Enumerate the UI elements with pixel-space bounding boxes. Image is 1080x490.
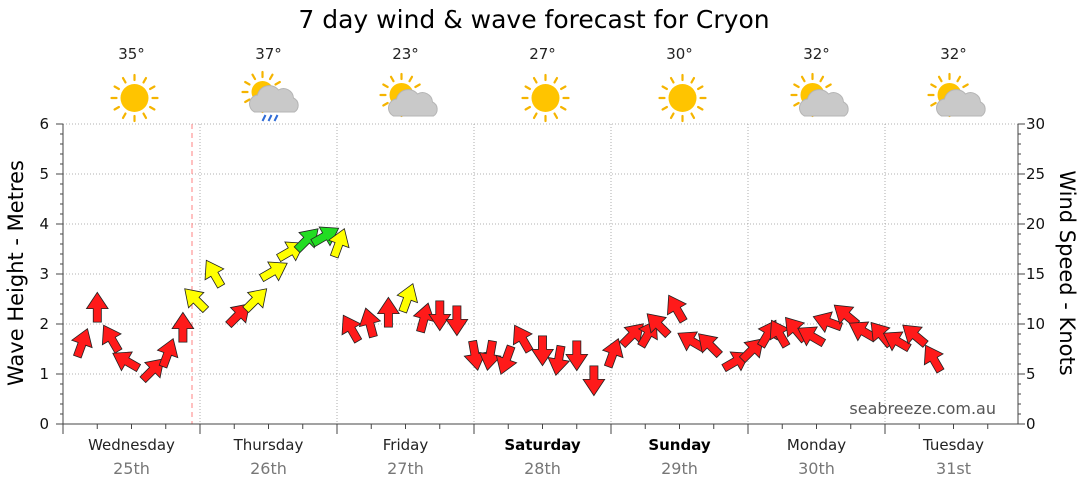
wind-arrow-point (833, 304, 861, 328)
wind-arrow-point (666, 294, 688, 324)
wind-arrow-point (769, 319, 791, 349)
y-left-tick-label: 2 (39, 315, 49, 333)
day-label: Monday (787, 436, 846, 454)
wind-arrow-point (582, 365, 606, 397)
temperature-label: 27° (529, 45, 556, 63)
wind-arrow-point (412, 302, 436, 334)
day-label: Saturday (504, 436, 581, 454)
wind-arrow-point (882, 331, 912, 353)
y-right-tick-label: 0 (1026, 415, 1036, 433)
wind-arrow-point (445, 305, 469, 337)
date-label: 31st (936, 459, 971, 478)
day-label: Sunday (648, 436, 711, 454)
wind-arrow-point (923, 344, 945, 374)
date-label: 25th (113, 459, 150, 478)
sun-cloud-icon (790, 72, 849, 118)
y-right-tick-label: 10 (1026, 315, 1045, 333)
wind-arrow-point (156, 338, 179, 369)
wind-arrow-point (797, 326, 827, 348)
wind-arrow-point (547, 344, 571, 376)
date-label: 29th (661, 459, 698, 478)
y-axis-left-title: Wave Height - Metres (4, 160, 28, 386)
wind-arrow-point (258, 261, 288, 283)
y-right-tick-label: 15 (1026, 265, 1045, 283)
day-label: Tuesday (922, 436, 984, 454)
sun-cloud-icon (927, 72, 986, 118)
day-label: Thursday (233, 436, 304, 454)
wind-arrow-point (601, 338, 624, 369)
wind-arrow-point (171, 311, 195, 343)
sun-icon (110, 73, 159, 123)
wind-arrow-point (428, 300, 452, 332)
y-left-tick-label: 6 (39, 115, 49, 133)
y-right-tick-label: 20 (1026, 215, 1045, 233)
wind-arrow-point (618, 323, 644, 349)
axes: 0 1 2 3 4 5 6 0 5 10 15 20 25 30 Wednesday 25th Thursday… (39, 115, 1045, 478)
temperature-label: 32° (940, 45, 967, 63)
y-left-tick-label: 4 (39, 215, 49, 233)
y-left-tick-label: 5 (39, 165, 49, 183)
date-label: 28th (524, 459, 561, 478)
wind-arrow-point (512, 324, 534, 354)
y-right-tick-label: 25 (1026, 165, 1045, 183)
wind-arrow-point (242, 288, 268, 314)
temperature-label: 32° (803, 45, 830, 63)
date-label: 30th (798, 459, 835, 478)
chart-title: 7 day wind & wave forecast for Cryon (298, 5, 769, 34)
wind-arrow-point (376, 296, 400, 328)
wind-arrow-point (738, 338, 764, 364)
wind-arrow-point (495, 344, 518, 375)
y-axis-right-title: Wind Speed - Knots (1055, 170, 1079, 375)
temperature-label: 30° (666, 45, 693, 63)
y-left-tick-label: 3 (39, 265, 49, 283)
weather-icons: 35° 37° 23° 27° 30° 32° 32° (110, 45, 986, 123)
wind-arrow-point (184, 288, 210, 314)
wind-arrow-point (565, 340, 589, 372)
y-left-tick-label: 1 (39, 365, 49, 383)
wind-arrow-point (902, 324, 929, 348)
wind-arrow-point (139, 358, 165, 384)
sun-cloud-icon (379, 72, 438, 118)
sun-icon (658, 73, 707, 123)
y-right-tick-label: 30 (1026, 115, 1045, 133)
wind-arrow-point (225, 303, 251, 329)
wind-arrow-point (478, 339, 502, 371)
grid (63, 123, 1018, 424)
wind-arrow-point (327, 228, 350, 259)
wind-arrow-point (101, 324, 123, 354)
wind-arrow-point (341, 314, 363, 344)
wind-arrow-point (85, 291, 109, 323)
wind-arrow-point (396, 283, 419, 314)
wind-arrow-point (698, 333, 723, 359)
wind-arrow-point (112, 351, 142, 373)
wind-arrow-point (358, 307, 382, 339)
sun-icon (521, 73, 570, 123)
sun-cloud-rain-icon (241, 70, 299, 122)
wind-arrow-point (646, 313, 672, 339)
temperature-label: 37° (255, 45, 282, 63)
wind-arrow-point (204, 259, 226, 289)
date-label: 26th (250, 459, 287, 478)
day-label: Wednesday (88, 436, 175, 454)
day-label: Friday (383, 436, 429, 454)
y-right-tick-label: 5 (1026, 365, 1036, 383)
wind-arrow-point (70, 328, 93, 359)
temperature-label: 23° (392, 45, 419, 63)
watermark: seabreeze.com.au (849, 399, 996, 418)
wind-arrows (70, 226, 945, 397)
date-label: 27th (387, 459, 424, 478)
y-left-tick-label: 0 (39, 415, 49, 433)
wind-arrow-point (530, 335, 555, 367)
temperature-label: 35° (118, 45, 145, 63)
